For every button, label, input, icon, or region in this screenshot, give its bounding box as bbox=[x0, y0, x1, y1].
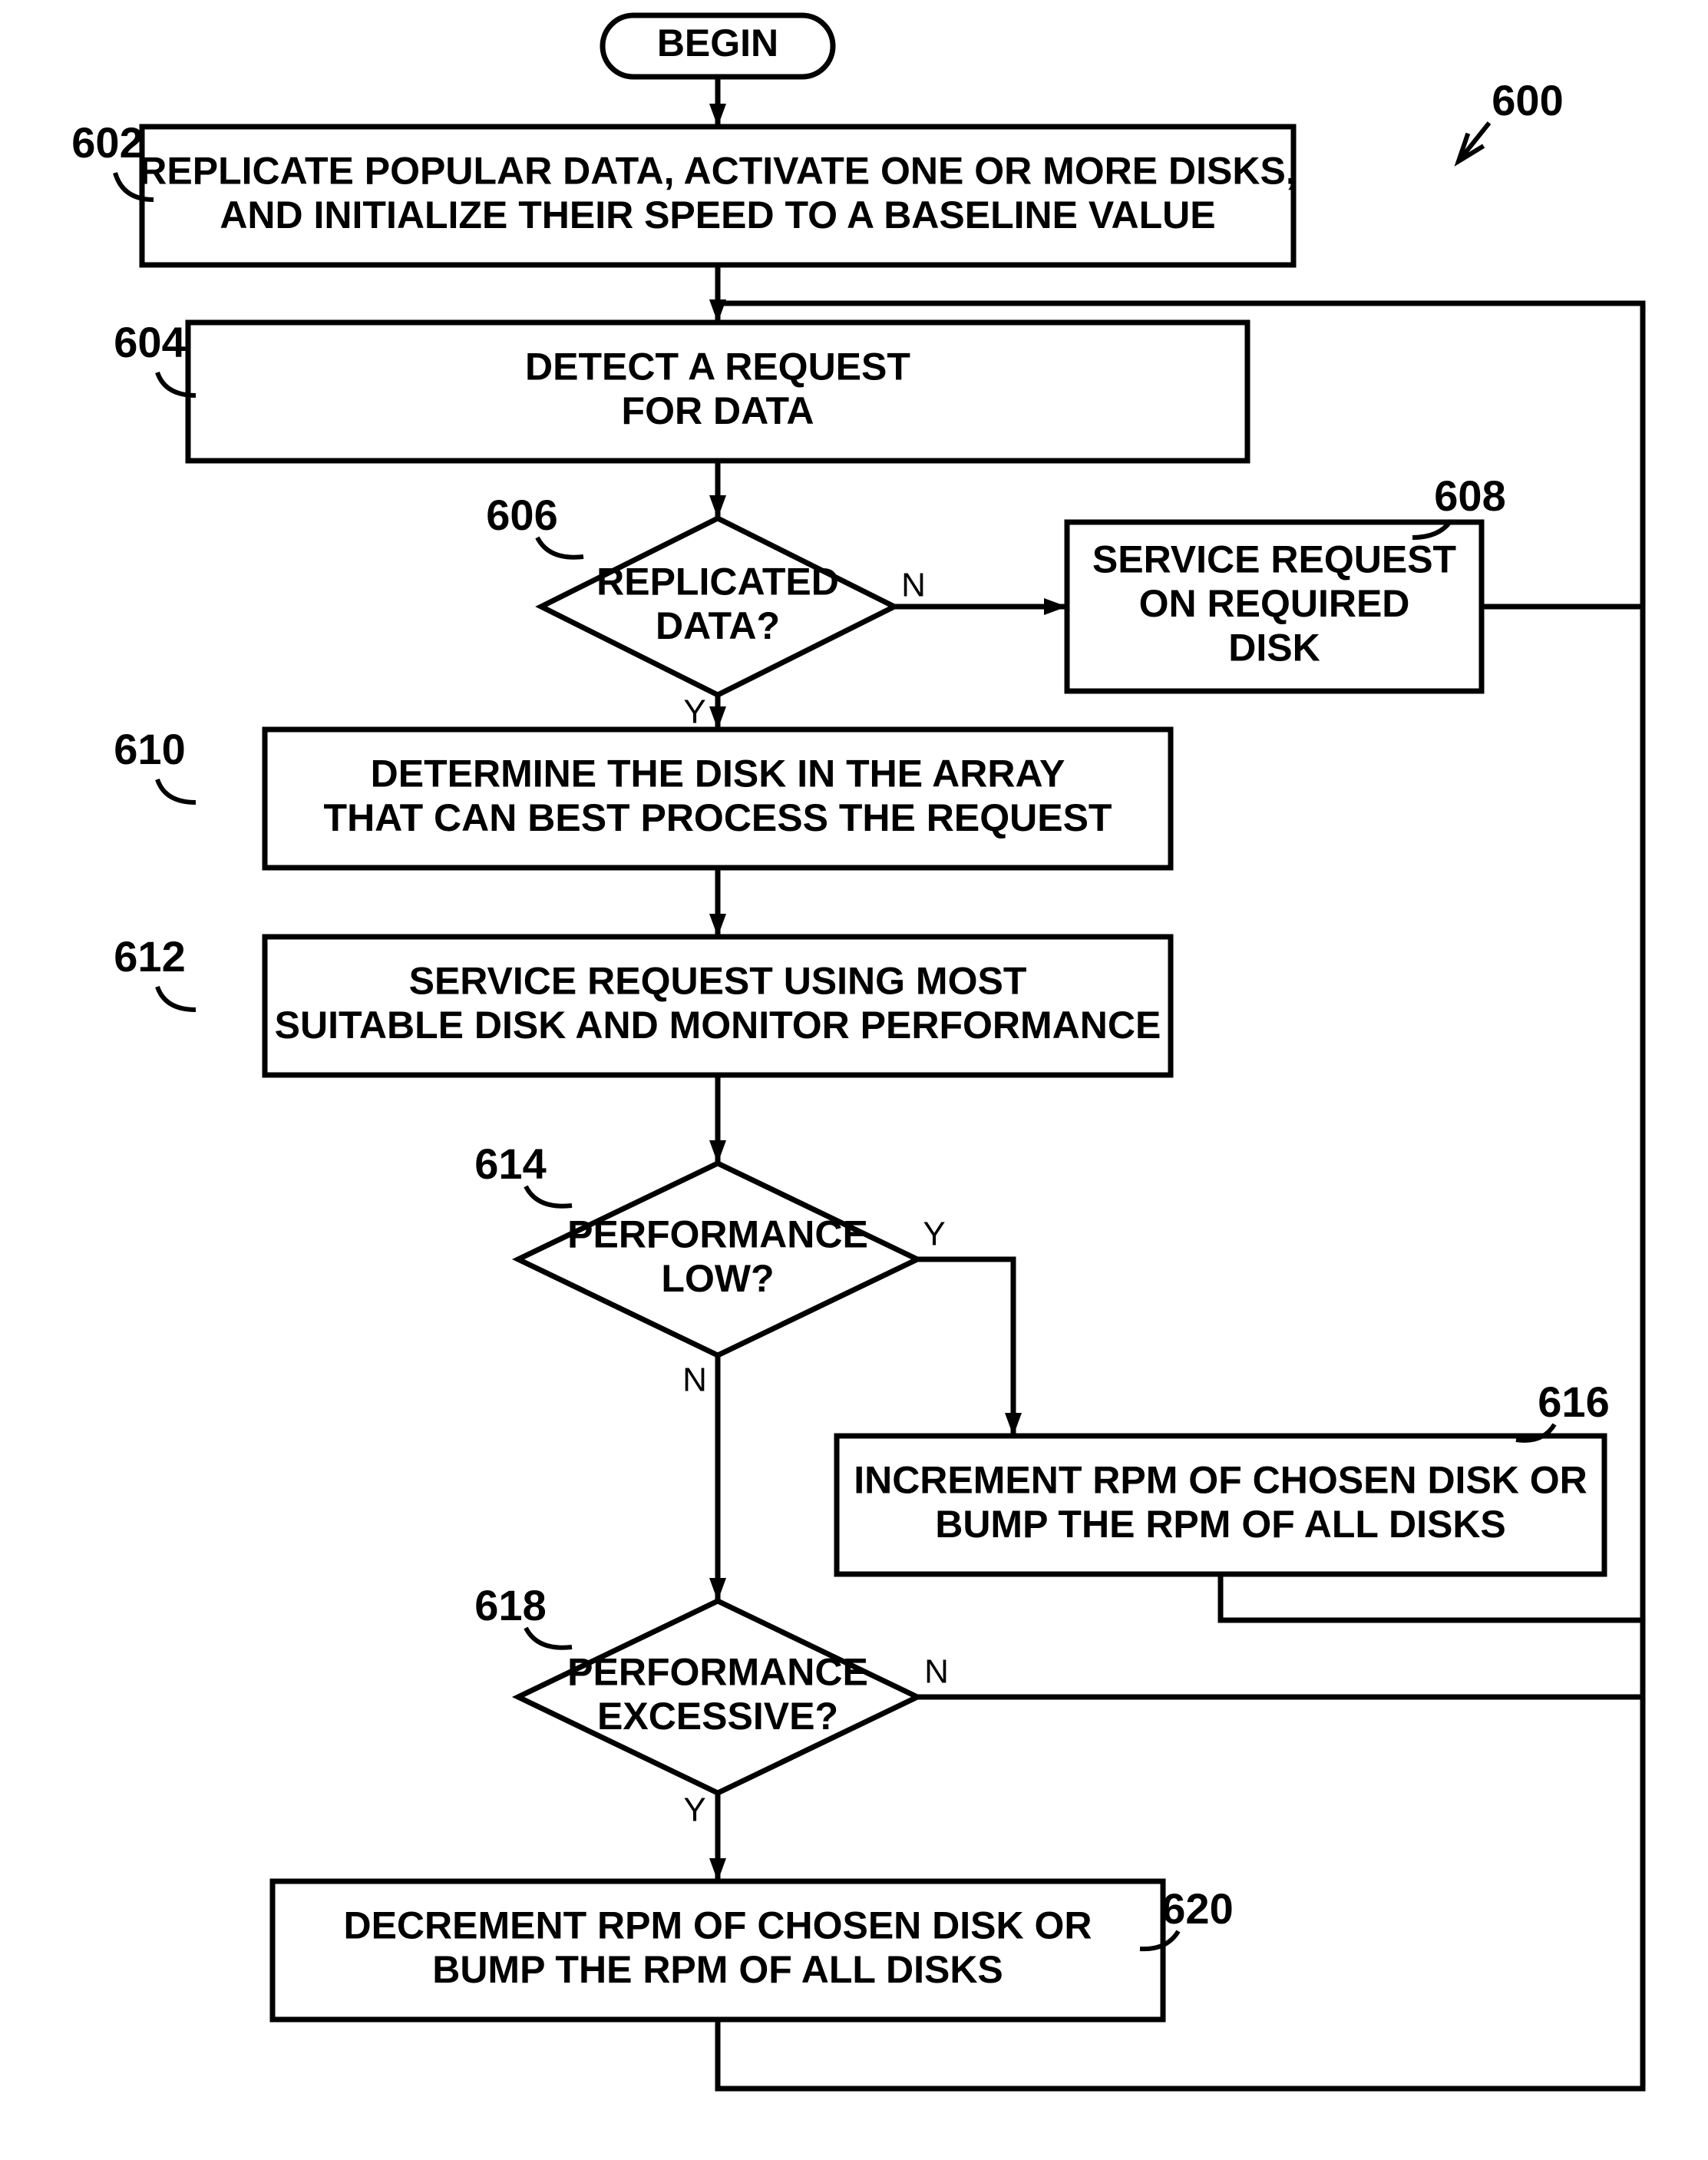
edge-label: N bbox=[682, 1361, 707, 1399]
node-n616: INCREMENT RPM OF CHOSEN DISK ORBUMP THE … bbox=[837, 1436, 1604, 1574]
node-text: DETERMINE THE DISK IN THE ARRAY bbox=[371, 752, 1065, 795]
node-text: PERFORMANCE bbox=[567, 1650, 868, 1693]
edge-label: Y bbox=[923, 1216, 945, 1253]
node-n614: PERFORMANCELOW? bbox=[518, 1163, 917, 1355]
node-text: ON REQUIRED bbox=[1139, 582, 1410, 625]
ref-label-600: 600 bbox=[1492, 76, 1563, 124]
ref-label-620: 620 bbox=[1161, 1884, 1233, 1933]
node-text: DATA? bbox=[656, 604, 780, 647]
leader-612 bbox=[157, 987, 196, 1010]
node-text: SUITABLE DISK AND MONITOR PERFORMANCE bbox=[275, 1004, 1161, 1047]
node-text: DETECT A REQUEST bbox=[525, 345, 910, 388]
node-text: SERVICE REQUEST bbox=[1092, 538, 1456, 581]
node-text: REPLICATED bbox=[596, 560, 839, 603]
edge-label: N bbox=[901, 567, 926, 604]
node-n602: REPLICATE POPULAR DATA, ACTIVATE ONE OR … bbox=[139, 127, 1296, 265]
node-begin: BEGIN bbox=[603, 15, 833, 77]
ref-label-616: 616 bbox=[1538, 1378, 1609, 1426]
ref-label-608: 608 bbox=[1434, 471, 1505, 520]
node-text: BUMP THE RPM OF ALL DISKS bbox=[935, 1503, 1506, 1546]
node-text: SERVICE REQUEST USING MOST bbox=[409, 959, 1027, 1002]
node-n618: PERFORMANCEEXCESSIVE? bbox=[518, 1601, 917, 1793]
ref-label-610: 610 bbox=[114, 725, 185, 773]
node-text: AND INITIALIZE THEIR SPEED TO A BASELINE… bbox=[220, 194, 1215, 237]
node-text: LOW? bbox=[661, 1257, 774, 1300]
node-n608: SERVICE REQUESTON REQUIREDDISK bbox=[1067, 522, 1482, 691]
node-text: BEGIN bbox=[657, 22, 778, 65]
ref-label-614: 614 bbox=[474, 1140, 546, 1188]
ref-label-602: 602 bbox=[71, 118, 143, 167]
node-n606: REPLICATEDDATA? bbox=[541, 518, 894, 695]
node-n604: DETECT A REQUESTFOR DATA bbox=[188, 323, 1247, 461]
edge-label: Y bbox=[683, 1791, 705, 1829]
leader-610 bbox=[157, 779, 196, 802]
flowchart-diagram: N Y Y N Y N BEGIN REPLICATE POPULAR DATA, ACTIV… bbox=[0, 0, 1708, 2160]
leader-614 bbox=[526, 1186, 572, 1206]
ref-label-618: 618 bbox=[474, 1581, 546, 1629]
leader-618 bbox=[526, 1628, 572, 1648]
ref-label-606: 606 bbox=[486, 491, 557, 539]
node-n610: DETERMINE THE DISK IN THE ARRAYTHAT CAN … bbox=[265, 729, 1171, 868]
edge-label: Y bbox=[683, 693, 705, 731]
node-n612: SERVICE REQUEST USING MOSTSUITABLE DISK … bbox=[265, 937, 1171, 1075]
leader-606 bbox=[537, 538, 583, 557]
node-text: EXCESSIVE? bbox=[597, 1695, 838, 1738]
edge-label: N bbox=[924, 1653, 949, 1691]
node-text: THAT CAN BEST PROCESS THE REQUEST bbox=[324, 796, 1112, 839]
node-text: FOR DATA bbox=[622, 389, 814, 432]
ref-label-604: 604 bbox=[114, 318, 185, 366]
node-text: BUMP THE RPM OF ALL DISKS bbox=[432, 1948, 1003, 1991]
node-n620: DECREMENT RPM OF CHOSEN DISK ORBUMP THE … bbox=[273, 1881, 1163, 2019]
ref-label-612: 612 bbox=[114, 932, 185, 981]
node-text: INCREMENT RPM OF CHOSEN DISK OR bbox=[854, 1458, 1587, 1501]
node-text: PERFORMANCE bbox=[567, 1212, 868, 1255]
node-text: DISK bbox=[1228, 627, 1320, 670]
node-text: REPLICATE POPULAR DATA, ACTIVATE ONE OR … bbox=[139, 149, 1296, 192]
node-text: DECREMENT RPM OF CHOSEN DISK OR bbox=[343, 1904, 1092, 1947]
